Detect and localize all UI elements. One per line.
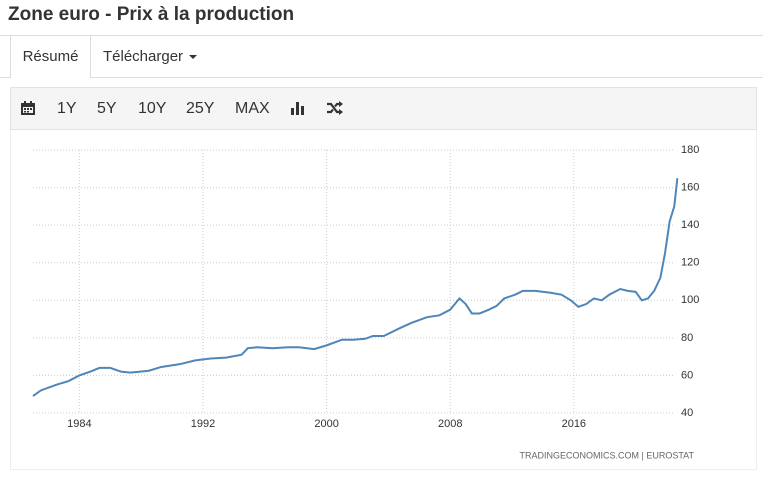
shuffle-icon[interactable] <box>326 100 344 116</box>
tab-download[interactable]: Télécharger <box>103 36 198 77</box>
y-tick-label: 120 <box>681 257 699 269</box>
y-tick-label: 80 <box>681 332 693 344</box>
range-button[interactable]: 1Y <box>57 100 77 117</box>
x-tick-label: 2008 <box>438 418 462 430</box>
x-tick-label: 1984 <box>67 418 91 430</box>
calendar-icon[interactable] <box>20 100 36 116</box>
range-button[interactable]: 25Y <box>186 100 215 117</box>
page-title: Zone euro - Prix à la production <box>8 4 295 25</box>
range-button[interactable]: 5Y <box>97 100 117 117</box>
y-tick-label: 100 <box>681 294 699 306</box>
chart-box <box>10 130 757 470</box>
source: TRADINGECONOMICS.COM | EUROSTAT <box>519 450 694 460</box>
line <box>32 178 679 397</box>
y-tick-label: 40 <box>681 407 693 419</box>
divider <box>0 77 763 78</box>
y-tick-label: 140 <box>681 219 699 231</box>
x-tick-label: 2000 <box>314 418 338 430</box>
bar-chart-icon[interactable] <box>290 100 306 116</box>
divider <box>0 35 763 36</box>
range-button[interactable]: MAX <box>235 100 270 117</box>
y-tick-label: 160 <box>681 181 699 193</box>
caret <box>189 55 198 60</box>
range-button[interactable]: 10Y <box>138 100 167 117</box>
y-tick-label: 60 <box>681 369 693 381</box>
y-tick-label: 180 <box>681 144 699 156</box>
x-tick-label: 1992 <box>191 418 215 430</box>
tab-summary[interactable]: Résumé <box>10 36 91 78</box>
x-tick-label: 2016 <box>562 418 586 430</box>
toolbar: 1Y 5Y 10Y 25Y MAX <box>10 87 757 130</box>
tab-label: Télécharger <box>103 48 184 65</box>
